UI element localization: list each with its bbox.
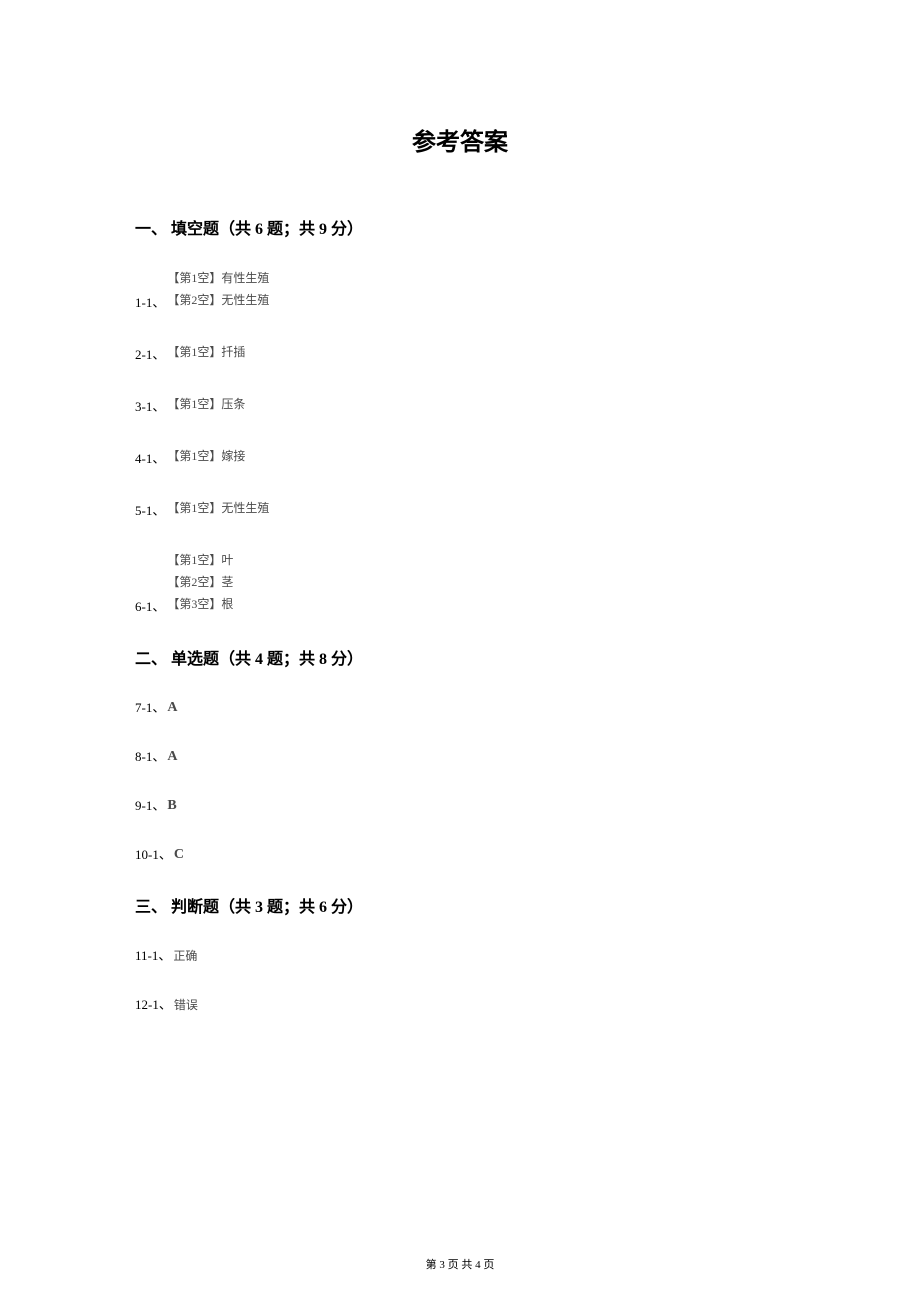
answer-blanks: 【第1空】无性生殖 (167, 497, 269, 519)
fill-answer-row: 4-1、 【第1空】嫁接 (135, 445, 785, 467)
choice-answer-row: 8-1、 A (135, 746, 785, 765)
blank-line: 【第1空】无性生殖 (167, 497, 269, 519)
answer-index: 4-1、 (135, 448, 165, 467)
choice-answer: A (167, 749, 177, 765)
page-title: 参考答案 (135, 0, 785, 197)
section-fill-heading: 一、 填空题（共 6 题；共 9 分） (135, 215, 785, 239)
fill-answer-row: 2-1、 【第1空】扦插 (135, 341, 785, 363)
fill-answer-row: 3-1、 【第1空】压条 (135, 393, 785, 415)
answer-index: 8-1、 (135, 746, 165, 765)
answer-blanks: 【第1空】有性生殖 【第2空】无性生殖 (167, 267, 269, 311)
page-footer: 第 3 页 共 4 页 (0, 1256, 920, 1272)
answer-index: 7-1、 (135, 697, 165, 716)
judge-answer: 错误 (174, 996, 198, 1013)
answer-index: 3-1、 (135, 396, 165, 415)
choice-answer: A (167, 700, 177, 716)
blank-line: 【第1空】有性生殖 (167, 267, 269, 289)
section-choice-heading: 二、 单选题（共 4 题；共 8 分） (135, 645, 785, 669)
answer-blanks: 【第1空】扦插 (167, 341, 245, 363)
fill-answer-row: 5-1、 【第1空】无性生殖 (135, 497, 785, 519)
answer-blanks: 【第1空】压条 (167, 393, 245, 415)
answer-index: 6-1、 (135, 596, 165, 615)
blank-line: 【第1空】叶 (167, 549, 233, 571)
choice-answer: C (174, 847, 184, 863)
answer-index: 11-1、 (135, 945, 171, 964)
blank-line: 【第2空】无性生殖 (167, 289, 269, 311)
answer-index: 1-1、 (135, 292, 165, 311)
choice-answer: B (167, 798, 176, 814)
answer-index: 9-1、 (135, 795, 165, 814)
judge-answer-row: 12-1、 错误 (135, 994, 785, 1013)
judge-answer: 正确 (173, 947, 197, 964)
answer-index: 12-1、 (135, 994, 172, 1013)
judge-answer-row: 11-1、 正确 (135, 945, 785, 964)
section-judge-heading: 三、 判断题（共 3 题；共 6 分） (135, 893, 785, 917)
blank-line: 【第2空】茎 (167, 571, 233, 593)
blank-line: 【第1空】压条 (167, 393, 245, 415)
choice-answer-row: 9-1、 B (135, 795, 785, 814)
fill-answer-row: 6-1、 【第1空】叶 【第2空】茎 【第3空】根 (135, 549, 785, 615)
answer-index: 5-1、 (135, 500, 165, 519)
blank-line: 【第1空】嫁接 (167, 445, 245, 467)
fill-answer-row: 1-1、 【第1空】有性生殖 【第2空】无性生殖 (135, 267, 785, 311)
answer-index: 10-1、 (135, 844, 172, 863)
blank-line: 【第1空】扦插 (167, 341, 245, 363)
answer-blanks: 【第1空】嫁接 (167, 445, 245, 467)
answer-index: 2-1、 (135, 344, 165, 363)
choice-answer-row: 7-1、 A (135, 697, 785, 716)
choice-answer-row: 10-1、 C (135, 844, 785, 863)
answer-blanks: 【第1空】叶 【第2空】茎 【第3空】根 (167, 549, 233, 615)
blank-line: 【第3空】根 (167, 593, 233, 615)
